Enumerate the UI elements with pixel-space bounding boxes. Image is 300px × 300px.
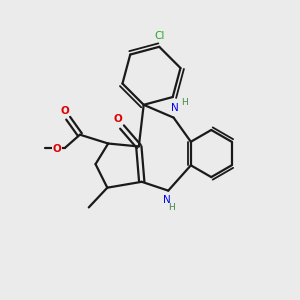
Text: O: O	[60, 106, 69, 116]
Text: H: H	[181, 98, 188, 107]
Text: O: O	[113, 114, 122, 124]
Text: H: H	[168, 203, 175, 212]
Text: O: O	[52, 144, 61, 154]
Text: N: N	[171, 103, 179, 113]
Text: Cl: Cl	[154, 31, 165, 40]
Text: N: N	[163, 195, 171, 205]
